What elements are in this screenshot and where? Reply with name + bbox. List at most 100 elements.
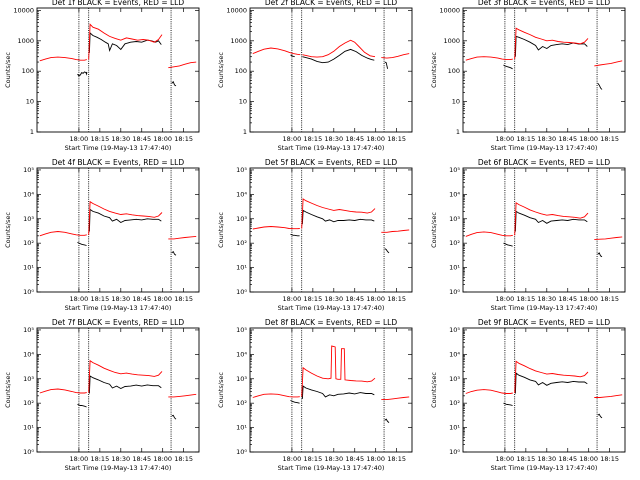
series-lld-line <box>252 47 301 56</box>
x-tick-label: 18:00 <box>579 295 598 303</box>
y-tick-label: 1 <box>30 128 34 136</box>
plot-frame <box>249 327 413 453</box>
x-tick-label: 18:15 <box>174 455 193 463</box>
series-lld-line <box>39 56 87 62</box>
x-axis-label: Start Time (19-May-13 17:47:40) <box>65 464 172 472</box>
y-tick-label: 10⁴ <box>449 190 460 198</box>
y-tick-label: 10⁰ <box>236 448 247 456</box>
y-tick-label: 10⁵ <box>449 326 460 334</box>
y-tick-label: 10³ <box>449 375 460 383</box>
y-tick-label: 10² <box>23 399 34 407</box>
y-tick-label: 10000 <box>13 6 34 14</box>
series-lld-line <box>39 388 87 394</box>
x-tick-label: 18:45 <box>558 295 577 303</box>
y-tick-label: 1 <box>243 128 247 136</box>
x-axis-label: Start Time (19-May-13 17:47:40) <box>65 304 172 312</box>
x-tick-label: 18:00 <box>366 135 385 143</box>
series-lld-line <box>252 226 300 230</box>
x-tick-label: 18:00 <box>70 455 89 463</box>
series-lld-line <box>594 394 623 398</box>
y-tick-label: 10² <box>236 399 247 407</box>
y-tick-label: 10⁴ <box>236 350 247 358</box>
x-axis-label: Start Time (19-May-13 17:47:40) <box>278 304 385 312</box>
y-tick-label: 10⁰ <box>236 288 247 296</box>
panel-det-1: Det 1f BLACK = Events, RED = LLD 1 10 100 10… <box>4 0 200 152</box>
y-tick-label: 10⁵ <box>23 166 34 174</box>
series-events-line <box>514 35 588 57</box>
x-tick-label: 18:00 <box>153 295 172 303</box>
y-axis-label: Counts/sec <box>4 212 12 248</box>
series-events-line <box>514 372 588 394</box>
x-tick-label: 18:00 <box>366 455 385 463</box>
chart-title: Det 6f BLACK = Events, RED = LLD <box>478 158 611 167</box>
x-axis-label: Start Time (19-May-13 17:47:40) <box>278 144 385 152</box>
y-tick-label: 10 <box>239 98 247 106</box>
x-tick-label: 18:30 <box>111 135 130 143</box>
y-tick-label: 10³ <box>23 375 34 383</box>
y-tick-label: 10¹ <box>449 424 460 432</box>
y-tick-label: 10⁴ <box>23 190 34 198</box>
chart-title: Det 2f BLACK = Events, RED = LLD <box>265 0 398 7</box>
x-tick-label: 18:00 <box>70 135 89 143</box>
y-tick-label: 10⁵ <box>23 326 34 334</box>
series-lld-line <box>39 231 87 237</box>
x-tick-label: 18:00 <box>579 455 598 463</box>
x-tick-label: 18:30 <box>537 295 556 303</box>
x-tick-label: 18:00 <box>153 455 172 463</box>
x-tick-label: 18:00 <box>283 295 302 303</box>
x-tick-label: 18:00 <box>496 135 515 143</box>
series-lld-line <box>381 396 410 401</box>
series-lld-line <box>514 201 589 236</box>
series-events-line <box>301 385 375 399</box>
y-tick-label: 10³ <box>23 215 34 223</box>
series-events-line <box>77 403 87 408</box>
y-tick-label: 10⁵ <box>236 326 247 334</box>
y-tick-label: 10000 <box>226 6 247 14</box>
plot-frame <box>36 327 200 453</box>
series-events-line <box>77 71 88 77</box>
y-tick-label: 10³ <box>236 375 247 383</box>
series-events-line <box>514 210 588 232</box>
x-tick-label: 18:15 <box>516 455 535 463</box>
x-tick-label: 18:00 <box>153 135 172 143</box>
series-lld-line <box>594 60 623 67</box>
y-tick-label: 10⁴ <box>23 350 34 358</box>
y-tick-label: 10⁴ <box>449 350 460 358</box>
y-tick-label: 10⁰ <box>23 288 34 296</box>
x-tick-label: 18:45 <box>345 455 364 463</box>
x-tick-label: 18:30 <box>324 295 343 303</box>
y-tick-label: 10 <box>452 98 460 106</box>
x-tick-label: 18:00 <box>496 455 515 463</box>
series-lld-line <box>168 235 197 240</box>
y-tick-label: 10000 <box>439 6 460 14</box>
plot-frame <box>36 167 200 293</box>
series-events-line <box>77 241 87 246</box>
x-tick-label: 18:15 <box>387 135 406 143</box>
series-events-line <box>171 250 177 256</box>
x-axis-label: Start Time (19-May-13 17:47:40) <box>278 464 385 472</box>
y-tick-label: 100 <box>22 67 34 75</box>
plot-frame <box>462 7 626 133</box>
series-lld-line <box>88 200 163 235</box>
y-axis-label: Counts/sec <box>4 52 12 88</box>
x-tick-label: 18:15 <box>600 295 619 303</box>
y-tick-label: 10³ <box>236 215 247 223</box>
x-tick-label: 18:45 <box>558 135 577 143</box>
panel-det-4: Det 4f BLACK = Events, RED = LLD 10⁰ 10¹ 10… <box>4 158 200 312</box>
x-tick-label: 18:15 <box>516 295 535 303</box>
panel-det-7: Det 7f BLACK = Events, RED = LLD 10⁰ 10¹ 10… <box>4 318 200 472</box>
y-tick-label: 100 <box>448 67 460 75</box>
series-lld-line <box>514 360 589 394</box>
series-events-line <box>171 414 177 420</box>
series-events-line <box>302 48 375 64</box>
series-events-line <box>290 400 300 404</box>
plot-frame <box>249 7 413 133</box>
y-tick-label: 10¹ <box>23 264 34 272</box>
x-tick-label: 18:15 <box>387 455 406 463</box>
x-tick-label: 18:15 <box>90 295 109 303</box>
y-tick-label: 10² <box>449 239 460 247</box>
series-events-line <box>290 54 295 58</box>
series-events-line <box>88 375 162 394</box>
panel-det-8: Det 8f BLACK = Events, RED = LLD 10⁰ 10¹ 10… <box>217 318 413 472</box>
